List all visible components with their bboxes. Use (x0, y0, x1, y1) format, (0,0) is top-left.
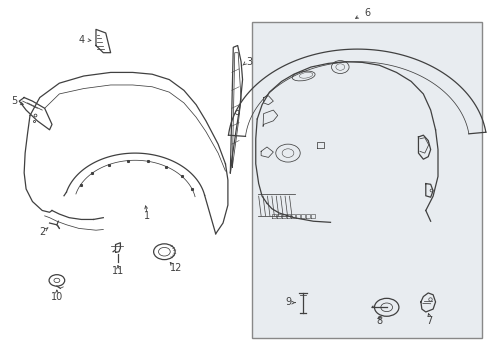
Text: 6: 6 (364, 8, 370, 18)
Text: 11: 11 (112, 266, 124, 276)
Text: 8: 8 (376, 316, 382, 326)
Text: 7: 7 (427, 316, 433, 325)
Text: 12: 12 (171, 263, 183, 273)
Text: 2: 2 (39, 227, 46, 237)
Text: 10: 10 (51, 292, 63, 302)
Text: 4: 4 (78, 35, 84, 45)
Text: 1: 1 (144, 211, 150, 221)
FancyBboxPatch shape (252, 22, 482, 338)
Text: 3: 3 (246, 57, 252, 67)
Text: 5: 5 (11, 96, 18, 106)
Text: 9: 9 (285, 297, 291, 307)
